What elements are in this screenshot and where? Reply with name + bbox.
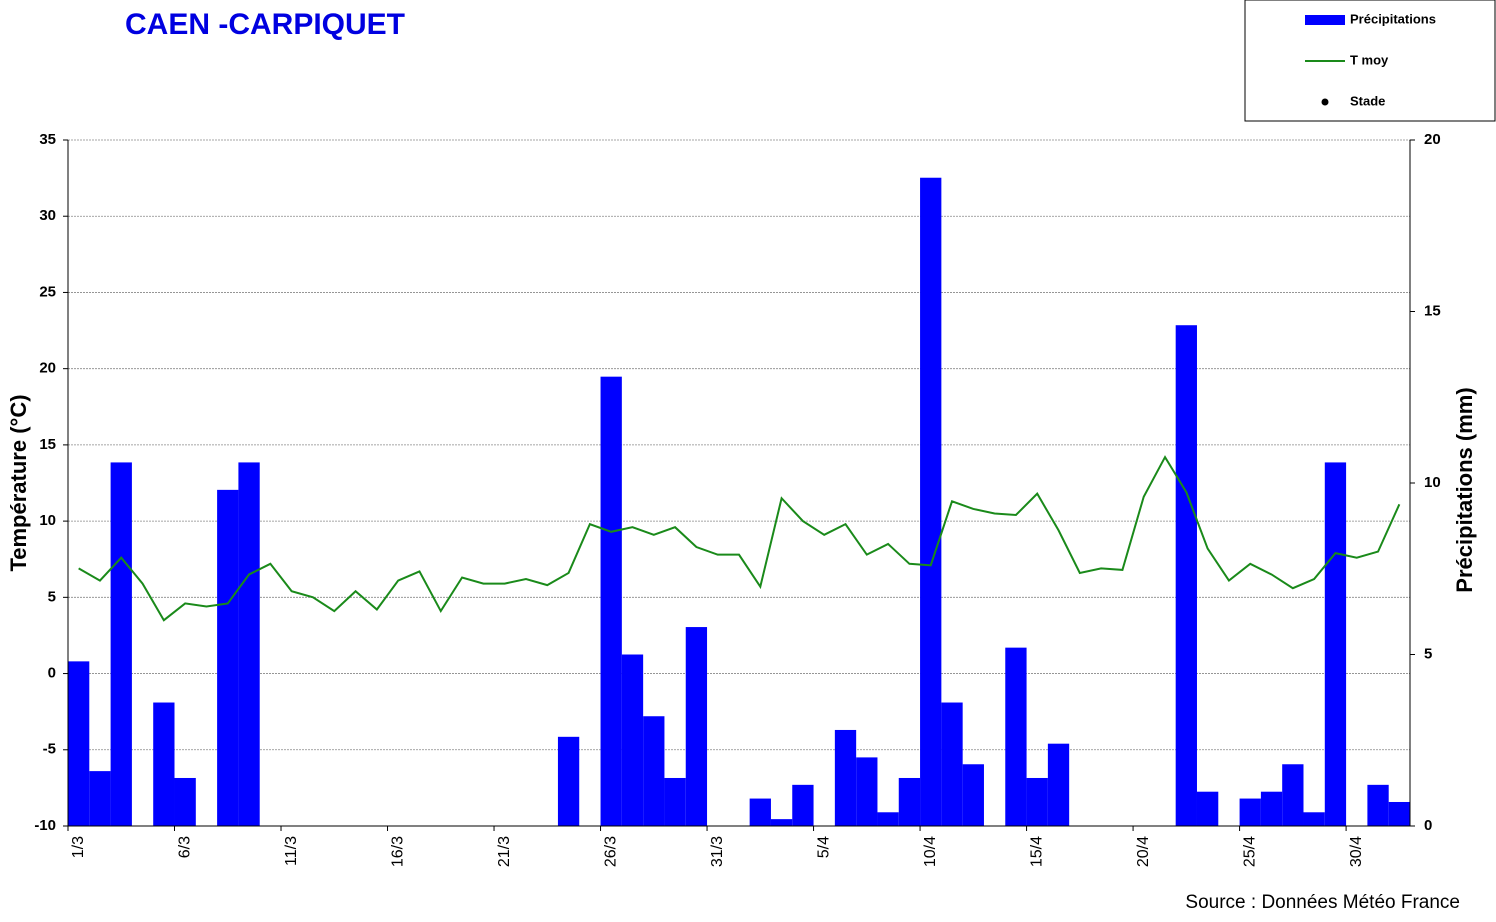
bar <box>1239 798 1261 826</box>
bar <box>174 777 196 826</box>
bar <box>792 784 814 826</box>
x-tick-label: 5/4 <box>815 836 832 858</box>
bar <box>1260 791 1283 826</box>
x-tick-label: 10/4 <box>922 836 939 867</box>
bar <box>110 462 132 826</box>
bar <box>1324 462 1347 826</box>
legend-label: Stade <box>1350 93 1385 108</box>
bar <box>1005 647 1027 826</box>
y-tick-label: -10 <box>34 817 56 834</box>
x-tick-label: 15/4 <box>1028 836 1045 867</box>
y2-tick-label: 20 <box>1424 131 1441 148</box>
bar <box>1196 791 1219 826</box>
bar <box>664 777 686 826</box>
bar <box>749 798 771 826</box>
x-tick-label: 30/4 <box>1348 836 1365 867</box>
bar <box>685 627 708 826</box>
bar <box>621 654 644 826</box>
bar <box>89 771 111 826</box>
x-tick-label: 20/4 <box>1135 836 1152 867</box>
bar <box>238 462 260 826</box>
y-axis-label: Température (°C) <box>6 394 31 571</box>
x-tick-label: 1/3 <box>70 836 87 858</box>
line <box>78 455 1401 622</box>
bar <box>1303 812 1325 826</box>
bar <box>1367 784 1389 826</box>
y-tick-label: 25 <box>39 283 56 300</box>
legend-box <box>1244 0 1496 122</box>
bar <box>877 812 899 826</box>
legend-label: Précipitations <box>1350 11 1436 26</box>
chart-title: CAEN -CARPIQUET <box>125 8 405 41</box>
bar <box>217 489 239 826</box>
x-tick-label: 31/3 <box>709 836 726 867</box>
y2-tick-label: 5 <box>1424 645 1432 662</box>
x-tick-label: 21/3 <box>496 836 513 867</box>
source: Source : Données Météo France <box>1185 892 1460 913</box>
x-tick-label: 16/3 <box>389 836 406 867</box>
x-tick-label: 6/3 <box>176 836 193 858</box>
bar <box>153 702 175 826</box>
bar <box>834 729 857 826</box>
y-tick-label: 15 <box>39 436 56 453</box>
bar <box>600 376 622 826</box>
y-tick-label: 5 <box>48 588 56 605</box>
bar <box>1388 801 1410 826</box>
bar <box>898 777 921 826</box>
bar <box>856 757 878 826</box>
bar <box>920 177 942 827</box>
bar <box>643 716 665 826</box>
y2-tick-label: 15 <box>1424 302 1441 319</box>
bar <box>770 819 793 826</box>
y-tick-label: 0 <box>48 665 56 682</box>
bar <box>1047 743 1070 826</box>
bar <box>1175 325 1197 826</box>
bar <box>557 736 580 826</box>
y2-tick-label: 10 <box>1424 474 1441 491</box>
y2-axis-label: Précipitations (mm) <box>1452 387 1477 592</box>
y-tick-label: 20 <box>39 360 56 377</box>
y-tick-label: 30 <box>39 207 56 224</box>
bar <box>941 702 963 826</box>
y2-tick-label: 0 <box>1424 817 1432 834</box>
bar <box>68 661 90 826</box>
legend-swatch <box>1321 98 1329 106</box>
bar <box>1026 777 1048 826</box>
legend-label: T moy <box>1350 52 1389 67</box>
x-tick-label: 25/4 <box>1241 836 1258 867</box>
y-tick-label: 10 <box>39 512 56 529</box>
y-tick-label: -5 <box>43 741 56 758</box>
x-tick-label: 26/3 <box>602 836 619 867</box>
x-tick-label: 11/3 <box>283 836 300 866</box>
y-tick-label: 35 <box>39 131 56 148</box>
bar <box>1282 764 1304 826</box>
bar <box>962 764 984 826</box>
legend-swatch <box>1305 15 1345 25</box>
